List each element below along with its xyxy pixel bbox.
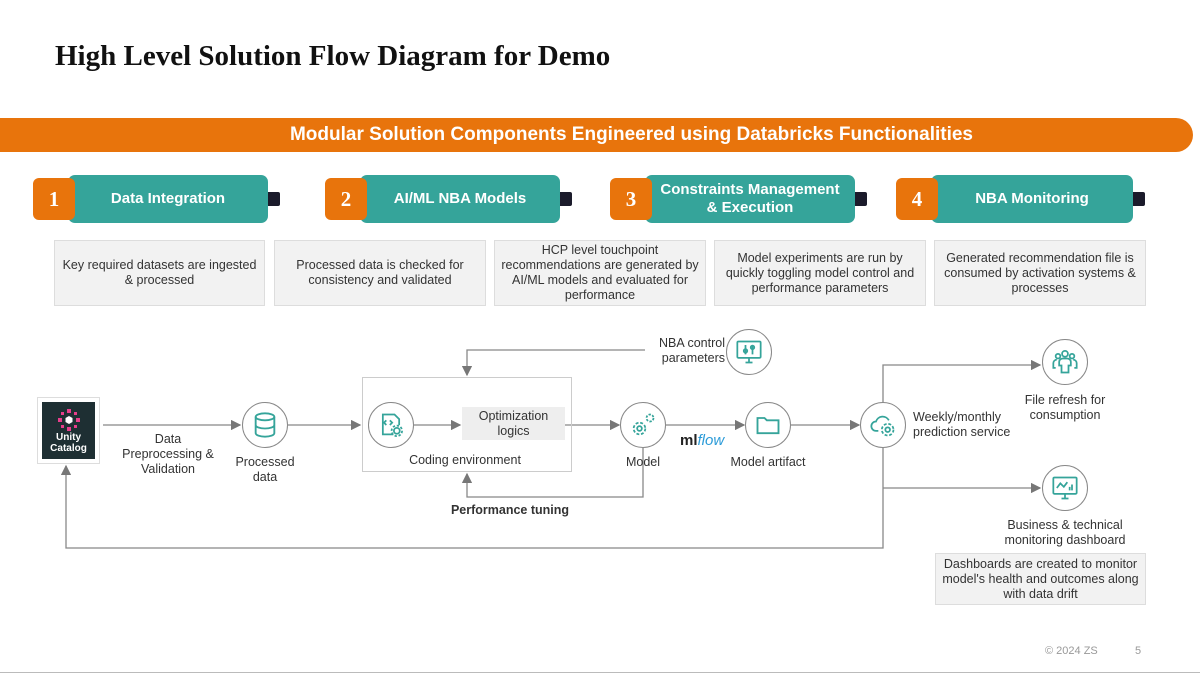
description-box: Model experiments are run by quickly tog… [714, 240, 926, 306]
step-1-number: 1 [33, 178, 75, 220]
description-box: HCP level touchpoint recommendations are… [494, 240, 706, 306]
step-2-header: AI/ML NBA Models [360, 175, 560, 223]
performance-tuning-label: Performance tuning [450, 503, 570, 517]
description-box: Processed data is checked for consistenc… [274, 240, 486, 306]
step-3-header: Constraints Management & Execution [645, 175, 855, 223]
coding-environment-box [362, 377, 572, 472]
code-settings-icon [368, 402, 414, 448]
copyright: © 2024 ZS [1045, 645, 1098, 657]
step-2-tab [560, 192, 572, 206]
unity-catalog-label: Unity Catalog [50, 431, 87, 454]
page-title: High Level Solution Flow Diagram for Dem… [55, 40, 611, 72]
page-number: 5 [1135, 645, 1142, 657]
folder-icon [745, 402, 791, 448]
cloud-settings-icon [860, 402, 906, 448]
dashboard-chart-icon [1042, 465, 1088, 511]
step-2-number: 2 [325, 178, 367, 220]
mlflow-logo: mlflow [680, 432, 725, 449]
footer-divider [0, 672, 1200, 673]
model-label: Model [625, 455, 661, 469]
step-3-number: 3 [610, 178, 652, 220]
preprocessing-label: Data Preprocessing & Validation [122, 432, 214, 476]
step-1-header: Data Integration [68, 175, 268, 223]
processed-data-label: Processed data [235, 455, 295, 484]
monitor-sliders-icon [726, 329, 772, 375]
description-box: Generated recommendation file is consume… [934, 240, 1146, 306]
database-icon [242, 402, 288, 448]
description-box: Key required datasets are ingested & pro… [54, 240, 265, 306]
model-artifact-label: Model artifact [730, 455, 806, 469]
dashboard-label: Business & technical monitoring dashboar… [1004, 518, 1126, 547]
coding-environment-label: Coding environment [409, 453, 521, 467]
gears-icon [620, 402, 666, 448]
optimization-logics-box: Optimization logics [462, 407, 565, 440]
file-refresh-label: File refresh for consumption [1024, 393, 1106, 422]
step-4-number: 4 [896, 178, 938, 220]
step-4-tab [1133, 192, 1145, 206]
step-3-tab [855, 192, 867, 206]
unity-catalog-logo: Unity Catalog [37, 397, 100, 464]
prediction-service-label: Weekly/monthly prediction service [913, 410, 1011, 439]
step-1-tab [268, 192, 280, 206]
step-4-header: NBA Monitoring [931, 175, 1133, 223]
people-icon [1042, 339, 1088, 385]
section-banner: Modular Solution Components Engineered u… [0, 118, 1193, 152]
nba-control-label: NBA control parameters [658, 336, 725, 365]
dashboard-description: Dashboards are created to monitor model'… [935, 553, 1146, 605]
